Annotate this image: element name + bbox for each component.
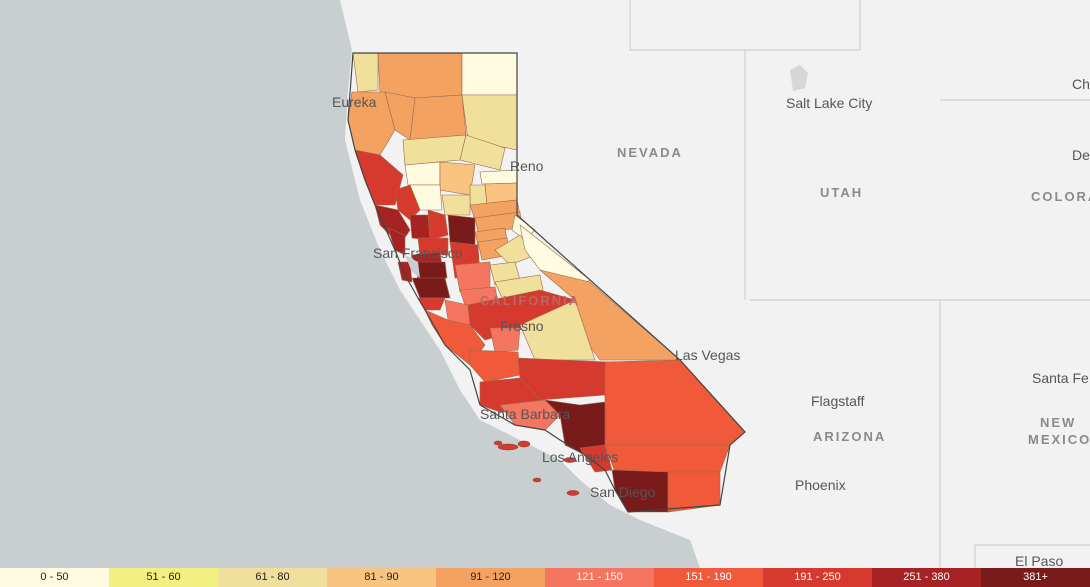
county-tehama[interactable] — [402, 134, 467, 166]
label-salt-lake-city: Salt Lake City — [786, 95, 872, 111]
county-yolo[interactable] — [427, 209, 449, 241]
label-arizona: ARIZONA — [813, 429, 886, 444]
label-utah: UTAH — [820, 185, 863, 200]
county-kings[interactable] — [489, 327, 521, 353]
label-los-angeles: Los Angeles — [542, 449, 618, 465]
place-labels: Eureka Reno San Francisco Fresno Las Veg… — [332, 76, 1090, 568]
label-san-francisco: San Francisco — [373, 245, 463, 261]
county-shasta[interactable] — [409, 94, 467, 141]
label-new-mexico-2: MEXICO — [1028, 432, 1090, 447]
label-reno: Reno — [510, 158, 544, 174]
label-eureka: Eureka — [332, 94, 377, 110]
label-flagstaff: Flagstaff — [811, 393, 865, 409]
county-san-diego[interactable] — [611, 469, 669, 513]
county-plumas[interactable] — [459, 134, 506, 171]
label-santa-barbara: Santa Barbara — [480, 406, 570, 422]
county-glenn[interactable] — [404, 161, 441, 186]
legend-bin: 251 - 380 — [872, 568, 981, 587]
legend-bin: 121 - 150 — [545, 568, 654, 587]
label-new-mexico-1: NEW — [1040, 415, 1076, 430]
legend-bin: 191 - 250 — [763, 568, 872, 587]
legend-bin: 61 - 80 — [218, 568, 327, 587]
legend-bin: 81 - 90 — [327, 568, 436, 587]
county-napa[interactable] — [409, 214, 431, 241]
legend-bin: 0 - 50 — [0, 568, 109, 587]
sf-bay — [405, 255, 420, 278]
map-canvas[interactable]: Eureka Reno San Francisco Fresno Las Veg… — [0, 0, 1090, 568]
county-santa-clara[interactable] — [411, 277, 451, 299]
county-stanislaus[interactable] — [454, 261, 491, 293]
great-salt-lake — [790, 65, 808, 91]
label-fresno: Fresno — [500, 318, 544, 334]
legend-bin: 151 - 190 — [654, 568, 763, 587]
label-san-diego: San Diego — [590, 484, 656, 500]
label-las-vegas: Las Vegas — [675, 347, 740, 363]
county-kern[interactable] — [517, 357, 609, 401]
county-siskiyou[interactable] — [377, 52, 463, 99]
label-santa-fe: Santa Fe — [1032, 370, 1089, 386]
county-san-luis-obispo[interactable] — [469, 349, 521, 383]
legend-bin: 91 - 120 — [436, 568, 545, 587]
county-solano[interactable] — [417, 237, 449, 256]
county-tulare[interactable] — [519, 299, 596, 361]
legend-bin: 51 - 60 — [109, 568, 218, 587]
label-phoenix: Phoenix — [795, 477, 846, 493]
county-layer — [347, 52, 746, 513]
channel-islands — [493, 440, 580, 496]
label-de: De — [1072, 147, 1090, 163]
legend-bin: 381+ — [981, 568, 1090, 587]
california-border — [347, 52, 746, 513]
county-riverside[interactable] — [604, 444, 731, 473]
label-nevada: NEVADA — [617, 145, 683, 160]
state-borders — [629, 0, 1090, 568]
label-ch: Ch — [1072, 76, 1090, 92]
label-colorado: COLORA — [1031, 189, 1090, 204]
legend: 0 - 50 51 - 60 61 - 80 81 - 90 91 - 120 121 -… — [0, 568, 1090, 587]
county-yuba[interactable] — [469, 184, 488, 206]
county-ventura[interactable] — [499, 399, 561, 431]
label-el-paso: El Paso — [1015, 553, 1063, 568]
county-sacramento[interactable] — [447, 214, 476, 246]
county-modoc[interactable] — [461, 52, 518, 96]
county-sutter[interactable] — [441, 194, 471, 216]
label-california: CALIFORNIA — [480, 293, 580, 308]
